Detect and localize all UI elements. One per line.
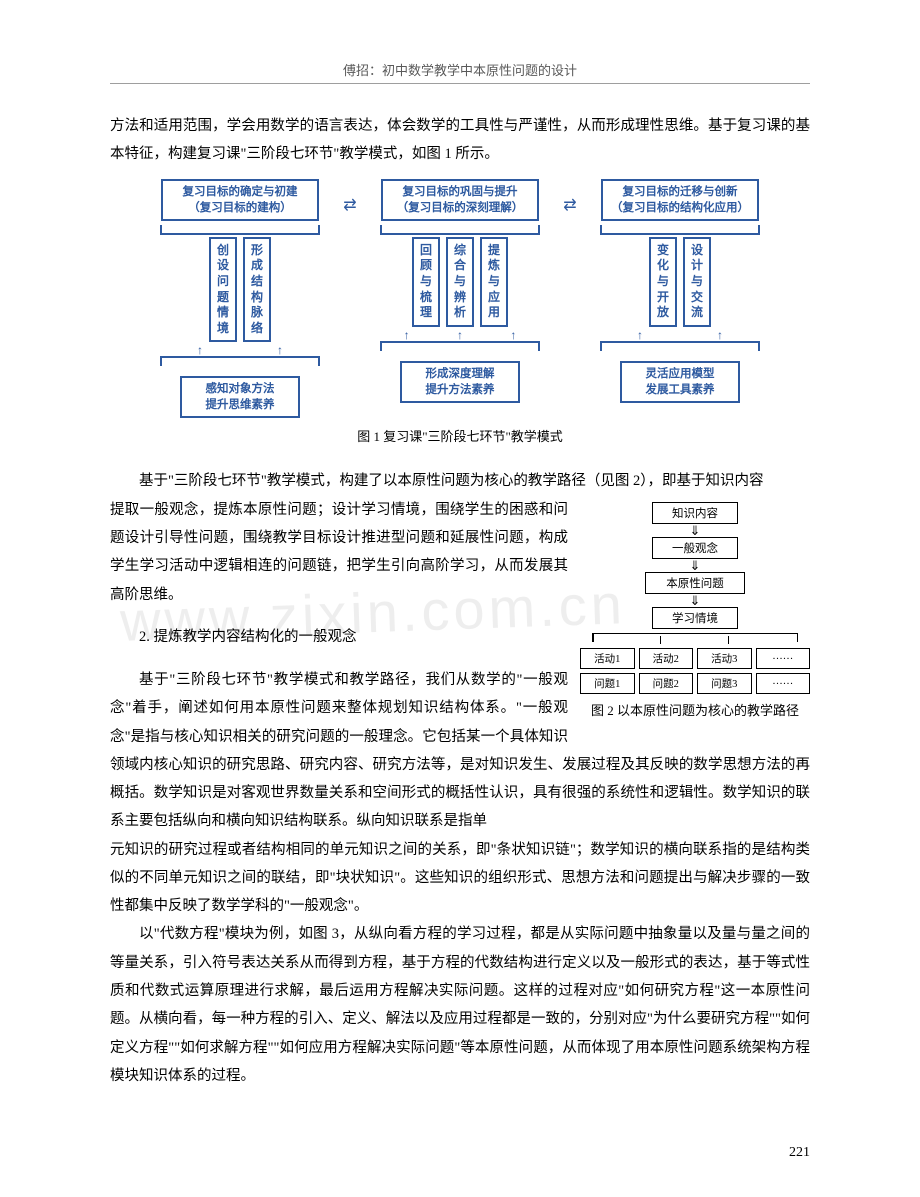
fig1-stage1-bottom: 感知对象方法 提升思维素养 xyxy=(180,376,300,418)
fig1-stage-1: 复习目标的确定与初建 （复习目标的建构） 创设问题情境 形成结构脉络 ↑↑ 感知… xyxy=(160,179,320,419)
brace-icon xyxy=(600,225,760,235)
fig1-stage1-top: 复习目标的确定与初建 （复习目标的建构） xyxy=(161,179,319,221)
fig2-act-3: 活动3 xyxy=(697,648,752,669)
fig2-act-1: 活动1 xyxy=(580,648,635,669)
page-number: 221 xyxy=(789,1145,810,1161)
brace-icon xyxy=(160,225,320,235)
brace-icon xyxy=(160,356,320,366)
fig1-s1-col2: 形成结构脉络 xyxy=(243,237,271,343)
fig1-s1-bot-l2: 提升思维素养 xyxy=(186,397,294,413)
fig2-act-2: 活动2 xyxy=(639,648,694,669)
fig1-s3-bot-l1: 灵活应用模型 xyxy=(626,366,734,382)
fig1-s2-bot-l2: 提升方法素养 xyxy=(406,382,514,398)
figure-1-caption: 图 1 复习课"三阶段七环节"教学模式 xyxy=(110,426,810,445)
fig1-s2-col1: 回顾与梳理 xyxy=(412,237,440,327)
arrow-down-icon: ⇓ xyxy=(580,594,810,607)
brace-icon xyxy=(380,225,540,235)
fig1-s2-top-l2: （复习目标的深刻理解） xyxy=(387,200,533,216)
para-after-fig1: 基于"三阶段七环节"教学模式，构建了以本原性问题为核心的教学路径（见图 2），即… xyxy=(110,467,810,495)
fig1-stage-3: 复习目标的迁移与创新 （复习目标的结构化应用） 变化与开放 设计与交流 ↑↑ 灵… xyxy=(600,179,760,419)
fig1-stage3-bottom: 灵活应用模型 发展工具素养 xyxy=(620,361,740,403)
fig2-activities-row: 活动1 活动2 活动3 …… xyxy=(580,648,810,669)
fig2-q-more: …… xyxy=(756,673,811,694)
fig1-s3-top-l2: （复习目标的结构化应用） xyxy=(607,200,753,216)
fig2-q-3: 问题3 xyxy=(697,673,752,694)
fig2-q-1: 问题1 xyxy=(580,673,635,694)
fig1-stage-2: 复习目标的巩固与提升 （复习目标的深刻理解） 回顾与梳理 综合与辨析 提炼与应用… xyxy=(380,179,540,419)
fig1-s1-top-l2: （复习目标的建构） xyxy=(167,200,313,216)
para-algebra: 以"代数方程"模块为例，如图 3，从纵向看方程的学习过程，都是从实际问题中抽象量… xyxy=(110,920,810,1090)
fig2-act-more: …… xyxy=(756,648,811,669)
fig1-s3-bot-l2: 发展工具素养 xyxy=(626,382,734,398)
fig1-s3-top-l1: 复习目标的迁移与创新 xyxy=(607,184,753,200)
arrow-up-icon: ↑↑ xyxy=(600,329,760,341)
fig1-s2-top-l1: 复习目标的巩固与提升 xyxy=(387,184,533,200)
arrow-up-icon: ↑↑↑ xyxy=(380,329,540,341)
fig1-s2-col3: 提炼与应用 xyxy=(480,237,508,327)
fig2-q-2: 问题2 xyxy=(639,673,694,694)
running-header: 傅招：初中数学教学中本原性问题的设计 xyxy=(110,60,810,84)
wrap-region: 知识内容 ⇓ 一般观念 ⇓ 本原性问题 ⇓ 学习情境 活动1 活动2 活动3 …… xyxy=(110,496,810,836)
fig1-stage2-top: 复习目标的巩固与提升 （复习目标的深刻理解） xyxy=(381,179,539,221)
fig1-s2-col2: 综合与辨析 xyxy=(446,237,474,327)
connector-ticks xyxy=(592,636,798,644)
arrow-down-icon: ⇓ xyxy=(580,559,810,572)
fig1-s1-bot-l1: 感知对象方法 xyxy=(186,381,294,397)
fig2-node-concept: 一般观念 xyxy=(652,537,738,559)
intro-paragraph: 方法和适用范围，学会用数学的语言表达，体会数学的工具性与严谨性，从而形成理性思维… xyxy=(110,112,810,169)
arrow-down-icon: ⇓ xyxy=(580,524,810,537)
fig2-node-knowledge: 知识内容 xyxy=(652,502,738,524)
fig1-s3-col2: 设计与交流 xyxy=(683,237,711,327)
fig1-s1-col1: 创设问题情境 xyxy=(209,237,237,343)
fig2-questions-row: 问题1 问题2 问题3 …… xyxy=(580,673,810,694)
brace-icon xyxy=(380,341,540,351)
fig2-node-essential: 本原性问题 xyxy=(645,572,745,594)
para-after-wrap: 元知识的研究过程或者结构相同的单元知识之间的关系，即"条状知识链"；数学知识的横… xyxy=(110,836,810,921)
fig1-s2-bot-l1: 形成深度理解 xyxy=(406,366,514,382)
fig1-s1-top-l1: 复习目标的确定与初建 xyxy=(167,184,313,200)
figure-1: 复习目标的确定与初建 （复习目标的建构） 创设问题情境 形成结构脉络 ↑↑ 感知… xyxy=(110,179,810,419)
fig1-stage2-bottom: 形成深度理解 提升方法素养 xyxy=(400,361,520,403)
fig2-node-situation: 学习情境 xyxy=(652,607,738,629)
arrow-right-icon: ⇄ xyxy=(560,195,580,215)
figure-2: 知识内容 ⇓ 一般观念 ⇓ 本原性问题 ⇓ 学习情境 活动1 活动2 活动3 …… xyxy=(580,502,810,719)
figure-2-caption: 图 2 以本原性问题为核心的教学路径 xyxy=(580,700,810,719)
brace-icon xyxy=(600,341,760,351)
arrow-right-icon: ⇄ xyxy=(340,195,360,215)
arrow-up-icon: ↑↑ xyxy=(160,344,320,356)
fig1-stage3-top: 复习目标的迁移与创新 （复习目标的结构化应用） xyxy=(601,179,759,221)
fig1-s3-col1: 变化与开放 xyxy=(649,237,677,327)
